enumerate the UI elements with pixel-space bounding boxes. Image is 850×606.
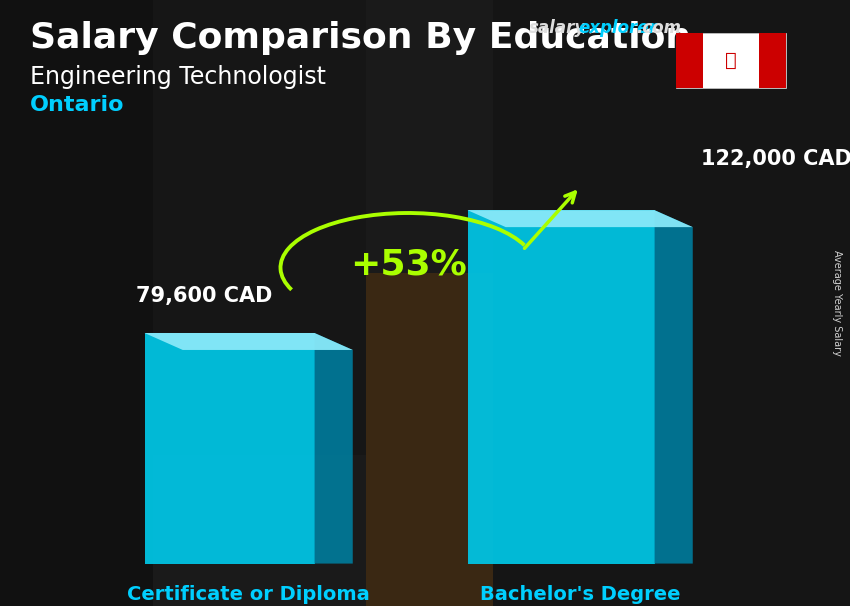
Bar — [493, 0, 850, 606]
Text: .com: .com — [636, 19, 681, 38]
Bar — [366, 273, 493, 606]
Text: Salary Comparison By Education: Salary Comparison By Education — [30, 21, 691, 55]
Text: 79,600 CAD: 79,600 CAD — [136, 285, 272, 305]
Polygon shape — [144, 333, 314, 564]
Text: Engineering Technologist: Engineering Technologist — [30, 65, 326, 90]
Text: Average Yearly Salary: Average Yearly Salary — [832, 250, 842, 356]
Polygon shape — [468, 210, 654, 564]
Text: 122,000 CAD: 122,000 CAD — [701, 149, 850, 169]
Polygon shape — [144, 333, 353, 350]
Polygon shape — [314, 333, 353, 564]
Text: Certificate or Diploma: Certificate or Diploma — [128, 585, 370, 604]
Text: +53%: +53% — [349, 247, 467, 282]
Bar — [153, 0, 366, 454]
Text: Ontario: Ontario — [30, 95, 124, 115]
Text: Bachelor's Degree: Bachelor's Degree — [480, 585, 680, 604]
Bar — [759, 33, 786, 88]
Text: explorer: explorer — [578, 19, 657, 38]
Polygon shape — [654, 210, 693, 564]
Bar — [676, 33, 703, 88]
Bar — [676, 33, 786, 88]
Text: 🍁: 🍁 — [725, 51, 737, 70]
Text: salary: salary — [529, 19, 586, 38]
Bar — [0, 0, 153, 606]
Polygon shape — [468, 210, 693, 227]
